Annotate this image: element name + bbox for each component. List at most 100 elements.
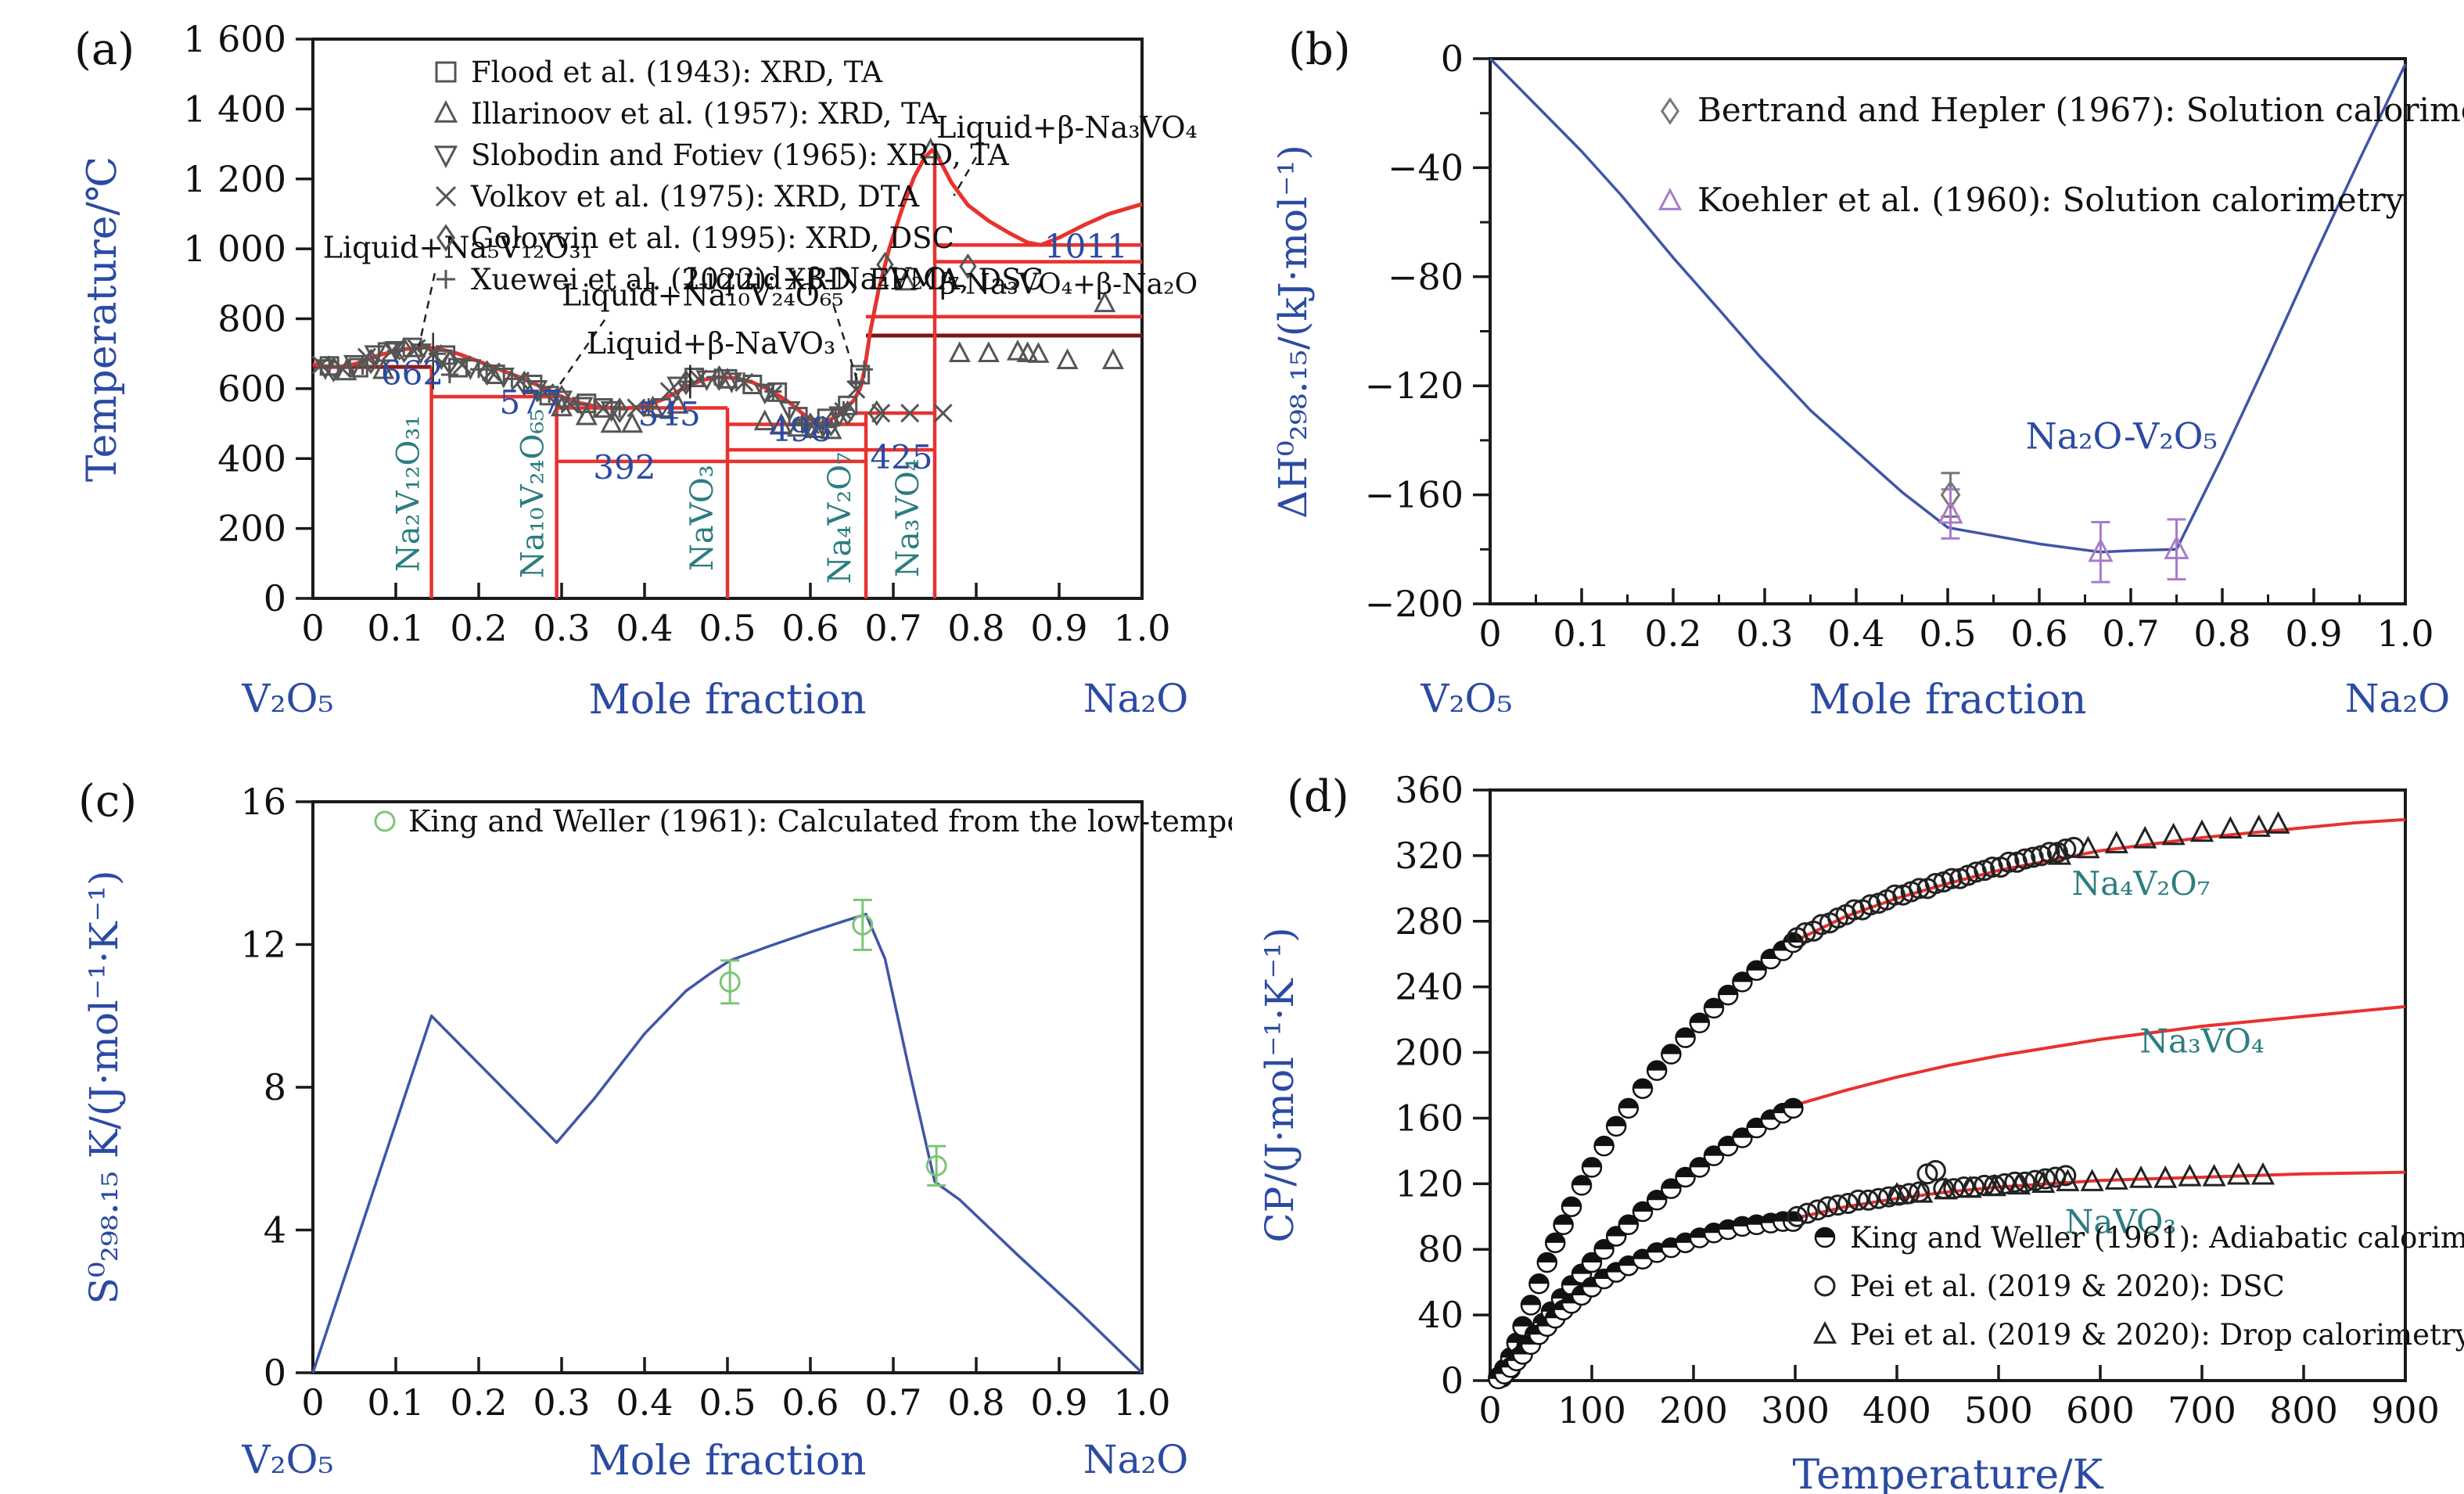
xuewei-points <box>677 372 695 390</box>
y-tick-label: 16 <box>240 781 286 823</box>
x-tick-label: 0.3 <box>533 607 590 649</box>
legend-a-marker <box>436 270 455 289</box>
xuewei-points <box>387 342 404 360</box>
phase-label-liquid-na5v12o31: Liquid+Na₅V₁₂O₃₁ <box>323 230 593 264</box>
phase-label-liquid-navo3: Liquid+β-NaVO₃ <box>587 326 835 361</box>
temp-577: 577 <box>500 383 562 422</box>
x-tick-label: 0.5 <box>699 1381 756 1424</box>
y-tick-label: 8 <box>264 1066 286 1108</box>
x-tick-label: 0.2 <box>450 1381 507 1424</box>
na3vo4-adiabatic-points <box>1618 1215 1638 1225</box>
y-tick-label: 0 <box>264 1352 286 1394</box>
volkov-points <box>871 404 891 423</box>
na4v2o7-adiabatic-points <box>1747 961 1766 971</box>
na4v2o7-adiabatic-points <box>1607 1116 1626 1126</box>
xuewei-points <box>764 382 782 400</box>
x-tick-label: 0.6 <box>781 607 839 649</box>
volkov-points <box>627 398 646 418</box>
navo3-dsc-points <box>1827 1194 1849 1216</box>
illarinoov-points <box>1056 348 1079 369</box>
x-tick-label: 0.3 <box>533 1381 590 1424</box>
x-tick-label: 600 <box>2066 1389 2135 1431</box>
legend-a-label: Xuewei et al. (2022): XRD, EPMA, DSC <box>471 263 1043 296</box>
x-tick-label: 200 <box>1659 1389 1728 1431</box>
golovvin-points <box>395 337 413 364</box>
na4v2o7-dsc-points <box>2014 848 2036 870</box>
navo3-dsc-points <box>2004 1171 2026 1193</box>
illarinoov-points <box>666 393 689 414</box>
navo3-dsc-points <box>1868 1187 1890 1209</box>
y-tick-label: 1 400 <box>183 88 286 130</box>
x-tick-label: 0.6 <box>781 1381 839 1424</box>
y-tick-label: 1 600 <box>183 18 286 60</box>
panel-b: 0 0.1 0.2 0.3 0.4 0.5 0.6 0.7 0.8 0.9 1.0 0 −40 −80 −1… <box>1232 0 2464 747</box>
label-na4v2o7: Na₄V₂O₇ <box>2071 864 2210 903</box>
xuewei-points <box>706 368 724 386</box>
illarinoov-points <box>716 367 739 389</box>
na4v2o7-adiabatic-points <box>1529 1274 1549 1284</box>
panel-c-chart: 0 0.1 0.2 0.3 0.4 0.5 0.6 0.7 0.8 0.9 1.0 0 4 8 12 16 Ki… <box>78 776 1232 1485</box>
navo3-dsc-points <box>2035 1168 2056 1190</box>
y-tick-label: 400 <box>217 437 286 479</box>
na4v2o7-drop-points <box>2076 835 2100 859</box>
leader-na3vo4 <box>953 156 978 196</box>
king-weller-points <box>719 971 741 993</box>
y-tick-label: −120 <box>1365 365 1464 407</box>
xuewei-points <box>611 400 629 418</box>
x-end-v2o5-a: V₂O₅ <box>241 676 333 721</box>
legend-d-label: Pei et al. (2019 & 2020): Drop calorimet… <box>1850 1318 2464 1352</box>
volkov-points <box>535 383 555 403</box>
x-end-na2o-a: Na₂O <box>1083 676 1189 721</box>
na4v2o7-drop-points <box>2104 831 2128 853</box>
x-end-v2o5-b: V₂O₅ <box>1420 676 1512 721</box>
temp-545: 545 <box>638 395 701 433</box>
temp-425: 425 <box>870 438 932 476</box>
golovvin-points <box>876 251 894 278</box>
illarinoov-points <box>1006 339 1029 361</box>
na4v2o7-drop-points <box>2247 814 2271 837</box>
golovvin-points <box>611 397 629 423</box>
na4v2o7-adiabatic-points <box>1690 1013 1709 1023</box>
y-axis-title-b: ΔH⁰₂₉₈.₁₅/(kJ·mol⁻¹) <box>1270 145 1316 519</box>
x-end-v2o5-c: V₂O₅ <box>241 1437 333 1482</box>
temp-662: 662 <box>381 354 444 393</box>
navo3-drop-points <box>1958 1175 1982 1198</box>
na4v2o7-drop-points <box>2266 811 2290 834</box>
navo3-dsc-points <box>1858 1189 1880 1211</box>
x-end-na2o-b: Na₂O <box>2345 676 2451 721</box>
na4v2o7-adiabatic-points <box>1676 1028 1695 1038</box>
compound-na4v2o7: Na₄V₂O₇ <box>822 452 858 584</box>
na4v2o7-adiabatic-points <box>1521 1295 1540 1305</box>
y-tick-label: −200 <box>1365 583 1464 625</box>
na4v2o7-adiabatic-points <box>1562 1197 1581 1207</box>
navo3-dsc-points <box>1807 1199 1829 1221</box>
compound-na3vo4: Na₃VO₄ <box>890 458 926 577</box>
phase-label-liquid-na10v24o65: Liquid+Na₁₀V₂₄O₆₅ <box>562 278 843 313</box>
volkov-points <box>800 415 821 434</box>
illarinoov-points <box>1027 342 1050 363</box>
label-navo3: NaVO₃ <box>2065 1202 2177 1241</box>
x-tick-label: 0.3 <box>1736 612 1793 655</box>
legend-a-label: Flood et al. (1943): XRD, TA <box>471 56 883 89</box>
navo3-drop-points <box>2226 1162 2250 1185</box>
y-tick-label: 160 <box>1395 1097 1464 1139</box>
leader-na10v24o65 <box>554 319 606 393</box>
xuewei-points <box>429 345 446 363</box>
panel-letter-a: (a) <box>74 24 135 75</box>
y-tick-label: 4 <box>264 1209 286 1252</box>
na3vo4-fit-curve <box>1794 1004 2406 1107</box>
x-tick-label: 0 <box>1478 612 1501 655</box>
legend-c-marker <box>374 810 396 832</box>
na4v2o7-dsc-points <box>1941 867 1963 889</box>
xuewei-points <box>814 415 832 433</box>
xuewei-points <box>440 366 458 383</box>
x-tick-label: 0.2 <box>1644 612 1701 655</box>
y-tick-label: 800 <box>217 298 286 340</box>
legend-a-marker <box>433 145 458 169</box>
x-tick-label: 0.8 <box>2193 612 2250 655</box>
illarinoov-points <box>1016 341 1039 363</box>
x-tick-label: 0.2 <box>450 607 507 649</box>
navo3-drop-points <box>1909 1180 1934 1203</box>
navo3-drop-points <box>2006 1172 2031 1195</box>
xuewei-points <box>855 361 873 379</box>
